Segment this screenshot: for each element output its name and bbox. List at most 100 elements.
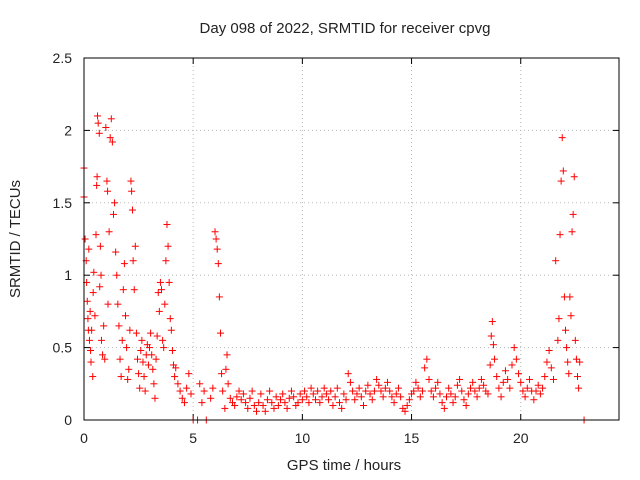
data-point xyxy=(467,384,475,392)
data-point xyxy=(379,393,387,401)
data-point xyxy=(148,351,156,359)
data-point xyxy=(85,245,93,253)
data-point xyxy=(196,380,204,388)
data-point xyxy=(248,387,256,395)
data-point xyxy=(113,271,121,279)
data-point xyxy=(124,375,132,383)
data-point xyxy=(137,346,145,354)
data-point xyxy=(123,344,131,352)
data-point xyxy=(96,283,104,291)
data-point xyxy=(209,384,217,392)
data-point xyxy=(112,248,120,256)
data-point xyxy=(432,384,440,392)
data-point xyxy=(572,355,580,363)
data-point xyxy=(506,384,514,392)
data-point xyxy=(307,384,315,392)
data-point xyxy=(253,407,261,415)
data-point xyxy=(94,112,102,120)
data-point xyxy=(368,396,376,404)
data-point xyxy=(357,393,365,401)
data-point xyxy=(484,390,492,398)
data-point xyxy=(107,115,115,123)
data-point xyxy=(105,228,113,236)
data-point xyxy=(296,390,304,398)
data-point xyxy=(161,300,169,308)
data-point xyxy=(314,387,322,395)
data-point xyxy=(477,375,485,383)
data-point xyxy=(85,336,93,344)
x-axis-label: GPS time / hours xyxy=(287,457,401,474)
data-point xyxy=(360,402,368,410)
y-tick-label: 2.5 xyxy=(53,50,73,66)
data-point xyxy=(370,387,378,395)
data-point xyxy=(558,134,566,142)
data-point xyxy=(416,393,424,401)
data-point xyxy=(272,393,280,401)
data-point xyxy=(93,173,101,181)
data-point xyxy=(159,336,167,344)
data-point xyxy=(488,318,496,326)
data-point xyxy=(375,381,383,389)
data-point xyxy=(521,393,529,401)
data-point xyxy=(151,394,159,402)
data-point xyxy=(244,404,252,412)
data-point xyxy=(364,381,372,389)
data-point xyxy=(285,394,293,402)
data-point xyxy=(449,399,457,407)
data-point xyxy=(377,387,385,395)
data-point xyxy=(91,312,99,320)
data-point xyxy=(473,393,481,401)
data-point xyxy=(226,394,234,402)
data-point xyxy=(101,355,109,363)
data-point xyxy=(366,390,374,398)
data-point xyxy=(162,257,170,265)
data-point xyxy=(517,378,525,386)
data-point xyxy=(440,404,448,412)
data-point xyxy=(121,312,129,320)
data-point xyxy=(150,380,158,388)
data-point xyxy=(147,329,155,337)
data-point xyxy=(83,297,91,305)
data-point xyxy=(536,390,544,398)
data-point xyxy=(104,187,112,195)
data-point xyxy=(131,242,139,250)
data-point xyxy=(298,396,306,404)
data-point xyxy=(504,375,512,383)
data-point xyxy=(497,393,505,401)
data-point xyxy=(156,278,164,286)
data-point xyxy=(89,373,97,381)
data-point xyxy=(277,396,285,404)
data-point xyxy=(403,402,411,410)
data-point xyxy=(263,396,271,404)
data-point xyxy=(183,384,191,392)
y-tick-label: 1 xyxy=(64,267,72,283)
data-point xyxy=(318,393,326,401)
data-point xyxy=(427,387,435,395)
data-point xyxy=(158,286,166,294)
data-point xyxy=(257,390,265,398)
data-point xyxy=(211,228,219,236)
data-point xyxy=(410,387,418,395)
data-point xyxy=(436,390,444,398)
data-point xyxy=(242,399,250,407)
data-point xyxy=(207,394,215,402)
data-point xyxy=(335,399,343,407)
data-point xyxy=(168,346,176,354)
data-point xyxy=(495,384,503,392)
data-point xyxy=(100,322,108,330)
data-point xyxy=(475,384,483,392)
data-point xyxy=(172,364,180,372)
data-point xyxy=(144,361,152,369)
data-point xyxy=(81,235,89,243)
data-point xyxy=(543,358,551,366)
data-point xyxy=(125,365,133,373)
data-point xyxy=(92,231,100,239)
data-point xyxy=(316,399,324,407)
data-point xyxy=(141,387,149,395)
data-point xyxy=(109,210,117,218)
data-point xyxy=(303,393,311,401)
data-point xyxy=(322,390,330,398)
data-point xyxy=(103,177,111,185)
data-point xyxy=(384,378,392,386)
